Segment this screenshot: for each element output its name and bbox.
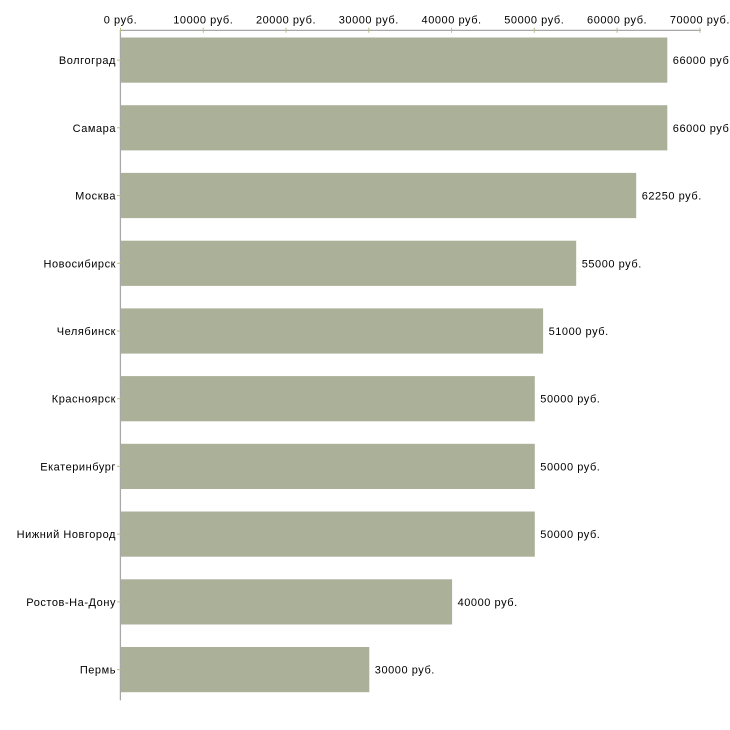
svg-text:Челябинск: Челябинск xyxy=(57,326,116,338)
svg-text:30000 руб.: 30000 руб. xyxy=(339,14,399,26)
svg-text:Новосибирск: Новосибирск xyxy=(44,258,116,270)
svg-text:50000 руб.: 50000 руб. xyxy=(540,461,600,473)
svg-text:Москва: Москва xyxy=(75,191,116,203)
svg-text:70000 руб.: 70000 руб. xyxy=(670,14,730,26)
svg-text:Ростов-На-Дону: Ростов-На-Дону xyxy=(26,597,116,609)
svg-text:60000 руб.: 60000 руб. xyxy=(587,14,647,26)
svg-text:40000 руб.: 40000 руб. xyxy=(458,597,518,609)
svg-text:Волгоград: Волгоград xyxy=(59,55,116,67)
svg-text:Красноярск: Красноярск xyxy=(52,394,116,406)
svg-text:Пермь: Пермь xyxy=(80,665,116,677)
svg-text:40000 руб.: 40000 руб. xyxy=(422,14,482,26)
svg-text:55000 руб.: 55000 руб. xyxy=(582,258,642,270)
svg-text:51000 руб.: 51000 руб. xyxy=(549,326,609,338)
svg-text:Нижний Новгород: Нижний Новгород xyxy=(17,529,116,541)
svg-text:10000 руб.: 10000 руб. xyxy=(173,14,233,26)
svg-text:50000 руб.: 50000 руб. xyxy=(540,394,600,406)
svg-text:66000 руб.: 66000 руб. xyxy=(673,55,730,67)
svg-text:30000 руб.: 30000 руб. xyxy=(375,665,435,677)
svg-text:62250 руб.: 62250 руб. xyxy=(642,191,702,203)
svg-text:0 руб.: 0 руб. xyxy=(104,14,137,26)
svg-text:50000 руб.: 50000 руб. xyxy=(504,14,564,26)
svg-text:50000 руб.: 50000 руб. xyxy=(540,529,600,541)
svg-text:20000 руб.: 20000 руб. xyxy=(256,14,316,26)
svg-text:Екатеринбург: Екатеринбург xyxy=(40,461,116,473)
svg-text:66000 руб.: 66000 руб. xyxy=(673,123,730,135)
svg-text:Самара: Самара xyxy=(73,123,117,135)
